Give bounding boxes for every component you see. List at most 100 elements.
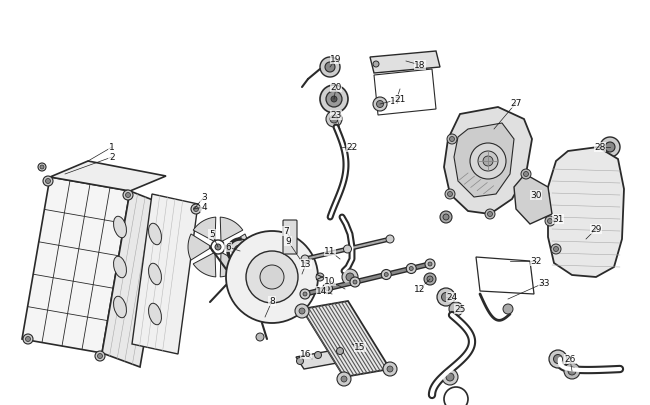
Text: 2: 2 (109, 153, 115, 162)
Polygon shape (188, 234, 212, 260)
Circle shape (315, 352, 322, 358)
Circle shape (376, 101, 384, 108)
Circle shape (373, 98, 387, 112)
Text: 5: 5 (209, 230, 215, 239)
Ellipse shape (149, 224, 161, 245)
Text: 17: 17 (390, 97, 402, 106)
Circle shape (443, 215, 449, 220)
Circle shape (256, 333, 264, 341)
Text: 14: 14 (317, 287, 328, 296)
Circle shape (478, 151, 498, 172)
Circle shape (325, 63, 335, 73)
Polygon shape (296, 349, 348, 369)
Circle shape (320, 58, 340, 78)
Circle shape (447, 192, 452, 197)
Text: 20: 20 (330, 83, 342, 92)
Ellipse shape (149, 303, 161, 325)
Circle shape (437, 288, 455, 306)
Circle shape (46, 179, 51, 184)
Polygon shape (514, 175, 552, 224)
Circle shape (564, 363, 580, 379)
Text: 8: 8 (269, 297, 275, 306)
Text: 11: 11 (324, 247, 336, 256)
Circle shape (295, 304, 309, 318)
Circle shape (568, 367, 576, 375)
Circle shape (554, 247, 558, 252)
Circle shape (353, 280, 357, 284)
Polygon shape (220, 217, 243, 242)
Circle shape (320, 86, 348, 114)
Circle shape (485, 209, 495, 220)
Circle shape (442, 369, 458, 385)
Polygon shape (302, 301, 390, 377)
Circle shape (299, 308, 305, 314)
Polygon shape (22, 177, 130, 353)
Circle shape (43, 177, 53, 187)
Circle shape (445, 190, 455, 200)
Circle shape (523, 172, 528, 177)
Circle shape (441, 293, 450, 302)
Circle shape (425, 259, 435, 269)
FancyBboxPatch shape (283, 220, 297, 254)
Text: 19: 19 (330, 55, 342, 64)
Circle shape (449, 302, 463, 316)
Polygon shape (102, 192, 168, 367)
Circle shape (38, 164, 46, 172)
Circle shape (483, 157, 493, 166)
Circle shape (98, 354, 103, 358)
Polygon shape (193, 217, 216, 242)
Circle shape (25, 337, 31, 342)
Text: 32: 32 (530, 257, 541, 266)
Circle shape (215, 244, 221, 250)
Text: 12: 12 (414, 285, 426, 294)
Circle shape (424, 273, 436, 285)
Text: 33: 33 (538, 279, 550, 288)
Circle shape (40, 166, 44, 170)
Text: 24: 24 (447, 293, 458, 302)
Circle shape (330, 116, 338, 124)
Circle shape (343, 245, 352, 254)
Polygon shape (548, 148, 624, 277)
Circle shape (427, 276, 433, 282)
Circle shape (350, 277, 360, 287)
Circle shape (125, 193, 131, 198)
Text: 21: 21 (395, 95, 406, 104)
Text: 23: 23 (330, 111, 342, 120)
Polygon shape (370, 52, 440, 74)
Circle shape (23, 334, 33, 344)
Circle shape (384, 273, 388, 277)
Circle shape (551, 244, 561, 254)
Circle shape (260, 265, 284, 289)
Circle shape (337, 347, 343, 355)
Text: 3: 3 (201, 193, 207, 202)
Text: 9: 9 (285, 237, 291, 246)
Circle shape (95, 351, 105, 361)
Text: 29: 29 (590, 225, 602, 234)
Ellipse shape (149, 264, 161, 285)
Circle shape (605, 143, 615, 153)
Text: 25: 25 (454, 305, 465, 314)
Ellipse shape (114, 217, 127, 238)
Circle shape (316, 273, 324, 281)
Circle shape (326, 287, 330, 291)
Polygon shape (220, 253, 243, 277)
Circle shape (387, 366, 393, 372)
Circle shape (303, 292, 307, 296)
Circle shape (331, 97, 337, 103)
Text: 26: 26 (564, 355, 576, 364)
Ellipse shape (114, 257, 127, 278)
Text: 31: 31 (552, 215, 564, 224)
Polygon shape (444, 108, 532, 215)
Circle shape (322, 284, 333, 294)
Text: 22: 22 (346, 143, 358, 152)
Circle shape (503, 304, 513, 314)
Text: 10: 10 (324, 277, 336, 286)
Polygon shape (50, 162, 166, 192)
Circle shape (383, 362, 397, 376)
Circle shape (521, 170, 531, 179)
Text: 1: 1 (109, 143, 115, 152)
Circle shape (123, 190, 133, 200)
Circle shape (346, 273, 354, 281)
Text: 6: 6 (225, 243, 231, 252)
Circle shape (341, 376, 347, 382)
